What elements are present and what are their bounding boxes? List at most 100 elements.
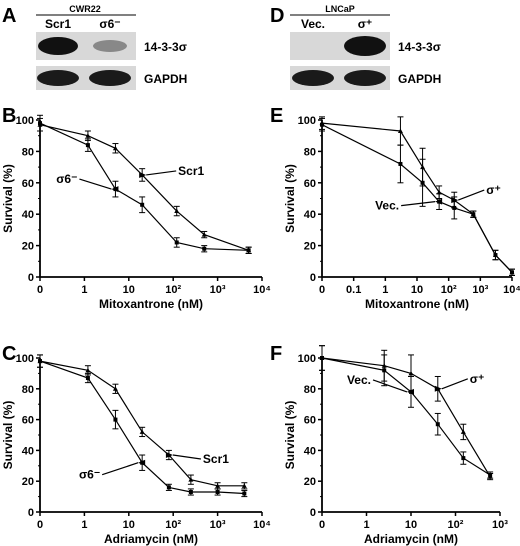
y-tick-label-f-3: 60 (304, 415, 316, 427)
y-tick-label-e-5: 100 (298, 115, 316, 127)
point-c-1-6 (215, 489, 220, 494)
y-axis-label-c: Survival (%) (1, 401, 15, 470)
x-tick-label-b-4: 10³ (210, 284, 226, 296)
chart-c: 0 20 40 60 80 100 0 1 10 10² 10³ 10⁴ Adriamycin (nM)… (1, 353, 271, 546)
point-e-0-1 (397, 128, 403, 133)
x-tick-label-e-1: 0.1 (346, 284, 361, 296)
point-c-1-7 (242, 491, 247, 496)
annotation-label-e-0: σ⁺ (486, 183, 501, 197)
x-tick-label-e-3: 10 (411, 284, 423, 296)
point-e-0-3 (436, 189, 442, 195)
y-tick-label-e-0: 0 (310, 272, 316, 284)
annotation-label-f-1: Vec. (347, 373, 371, 387)
x-tick-label-c-2: 10 (123, 519, 135, 531)
point-c-1-5 (188, 489, 193, 494)
lane-label-a-1: Scr1 (45, 17, 71, 31)
panel-label-d: D (270, 5, 284, 27)
point-c-0-2 (112, 386, 118, 391)
series-line-c-0 (39, 360, 245, 487)
point-f-1-1 (382, 368, 387, 373)
blot-band-d-sigma-2 (344, 36, 386, 56)
x-tick-label-f-2: 10 (405, 519, 417, 531)
point-e-1-0 (320, 122, 324, 127)
annotation-arrowhead-f-0 (434, 385, 442, 392)
lane-label-d-1: Vec. (301, 17, 325, 31)
annotation-arrowhead-b-0 (111, 186, 119, 193)
blot-label-d-sigma: 14-3-3σ (398, 40, 441, 54)
point-b-0-1 (85, 133, 91, 138)
y-tick-label-e-2: 40 (304, 209, 316, 221)
x-tick-label-f-4: 10³ (492, 519, 508, 531)
y-tick-label-f-5: 100 (298, 353, 316, 365)
x-tick-label-c-5: 10⁴ (253, 519, 271, 531)
point-c-0-3 (139, 429, 145, 434)
x-tick-label-b-3: 10² (165, 284, 181, 296)
point-f-1-5 (488, 473, 493, 478)
panel-label-b: B (2, 105, 16, 127)
y-tick-label-c-4: 80 (22, 384, 34, 396)
series-c-1 (37, 354, 248, 498)
annotation-arrow-b-0 (79, 178, 112, 190)
y-tick-label-f-1: 20 (304, 476, 316, 488)
x-tick-label-f-1: 1 (363, 519, 369, 531)
point-c-1-1 (85, 376, 90, 381)
y-tick-label-c-2: 40 (22, 445, 34, 457)
series-f-1 (319, 345, 494, 479)
annotation-arrowhead-e-1 (435, 198, 443, 205)
blot-label-a-gapdh: GAPDH (144, 72, 187, 86)
x-tick-label-e-6: 10⁴ (503, 284, 520, 296)
panel-label-f: F (270, 343, 282, 365)
point-f-1-4 (461, 456, 466, 461)
annotation-arrow-b-1 (146, 170, 177, 176)
point-e-1-2 (420, 180, 425, 185)
y-tick-label-e-1: 20 (304, 241, 316, 253)
y-tick-label-b-2: 40 (22, 209, 34, 221)
series-line-c-1 (39, 360, 245, 495)
x-axis-label-e: Mitoxantrone (nM) (365, 297, 469, 311)
point-f-1-3 (435, 422, 440, 427)
chart-f: 0 20 40 60 80 100 0 1 10 10² 10³ Adriamycin (nM) Sur… (283, 345, 508, 546)
point-b-1-0 (38, 121, 42, 126)
y-tick-label-c-5: 100 (16, 353, 34, 365)
annotation-label-f-0: σ⁺ (470, 372, 485, 386)
series-e-1 (319, 117, 515, 276)
x-tick-label-f-3: 10² (448, 519, 464, 531)
series-line-e-1 (321, 124, 513, 273)
series-line-f-1 (321, 357, 491, 476)
blot-band-d-gapdh-1 (292, 70, 334, 86)
x-axis-label-b: Mitoxantrone (nM) (99, 297, 203, 311)
point-f-0-4 (460, 429, 466, 434)
panel-a: A CWR22 Scr1 σ6⁻ 14-3-3σ GAPDH (2, 4, 187, 90)
annotation-arrowhead-f-1 (407, 388, 414, 395)
annotation-arrow-f-1 (372, 379, 408, 393)
chart-e: 0 20 40 60 80 100 0 0.1 1 10 10² 10³ 10⁴ Mitoxantrone… (283, 115, 520, 311)
series-f-0 (319, 345, 494, 481)
y-tick-label-b-0: 0 (28, 272, 34, 284)
point-e-1-5 (471, 212, 476, 217)
annotation-label-b-0: σ6⁻ (56, 172, 77, 186)
point-c-0-7 (241, 483, 247, 488)
point-c-0-6 (215, 483, 221, 488)
point-b-0-2 (112, 145, 118, 151)
x-tick-label-f-0: 0 (319, 519, 325, 531)
x-tick-label-e-5: 10³ (472, 284, 488, 296)
y-tick-label-c-0: 0 (28, 507, 34, 519)
y-axis-label-f: Survival (%) (283, 401, 297, 470)
annotation-arrow-e-1 (401, 201, 436, 207)
y-tick-label-b-1: 20 (22, 241, 34, 253)
x-tick-label-c-0: 0 (37, 519, 43, 531)
blot-band-a-sigma-2 (93, 40, 127, 52)
x-tick-label-c-4: 10³ (210, 519, 226, 531)
y-tick-label-f-0: 0 (310, 507, 316, 519)
annotation-arrowhead-c-0 (138, 459, 146, 466)
blot-band-a-gapdh-1 (37, 70, 79, 86)
point-b-1-3 (140, 202, 145, 207)
point-e-1-7 (510, 270, 514, 275)
point-b-1-5 (202, 246, 207, 251)
lane-label-d-2: σ⁺ (358, 17, 373, 31)
series-line-b-0 (39, 124, 249, 251)
x-axis-label-f: Adriamycin (nM) (364, 532, 458, 546)
y-tick-label-f-2: 40 (304, 445, 316, 457)
